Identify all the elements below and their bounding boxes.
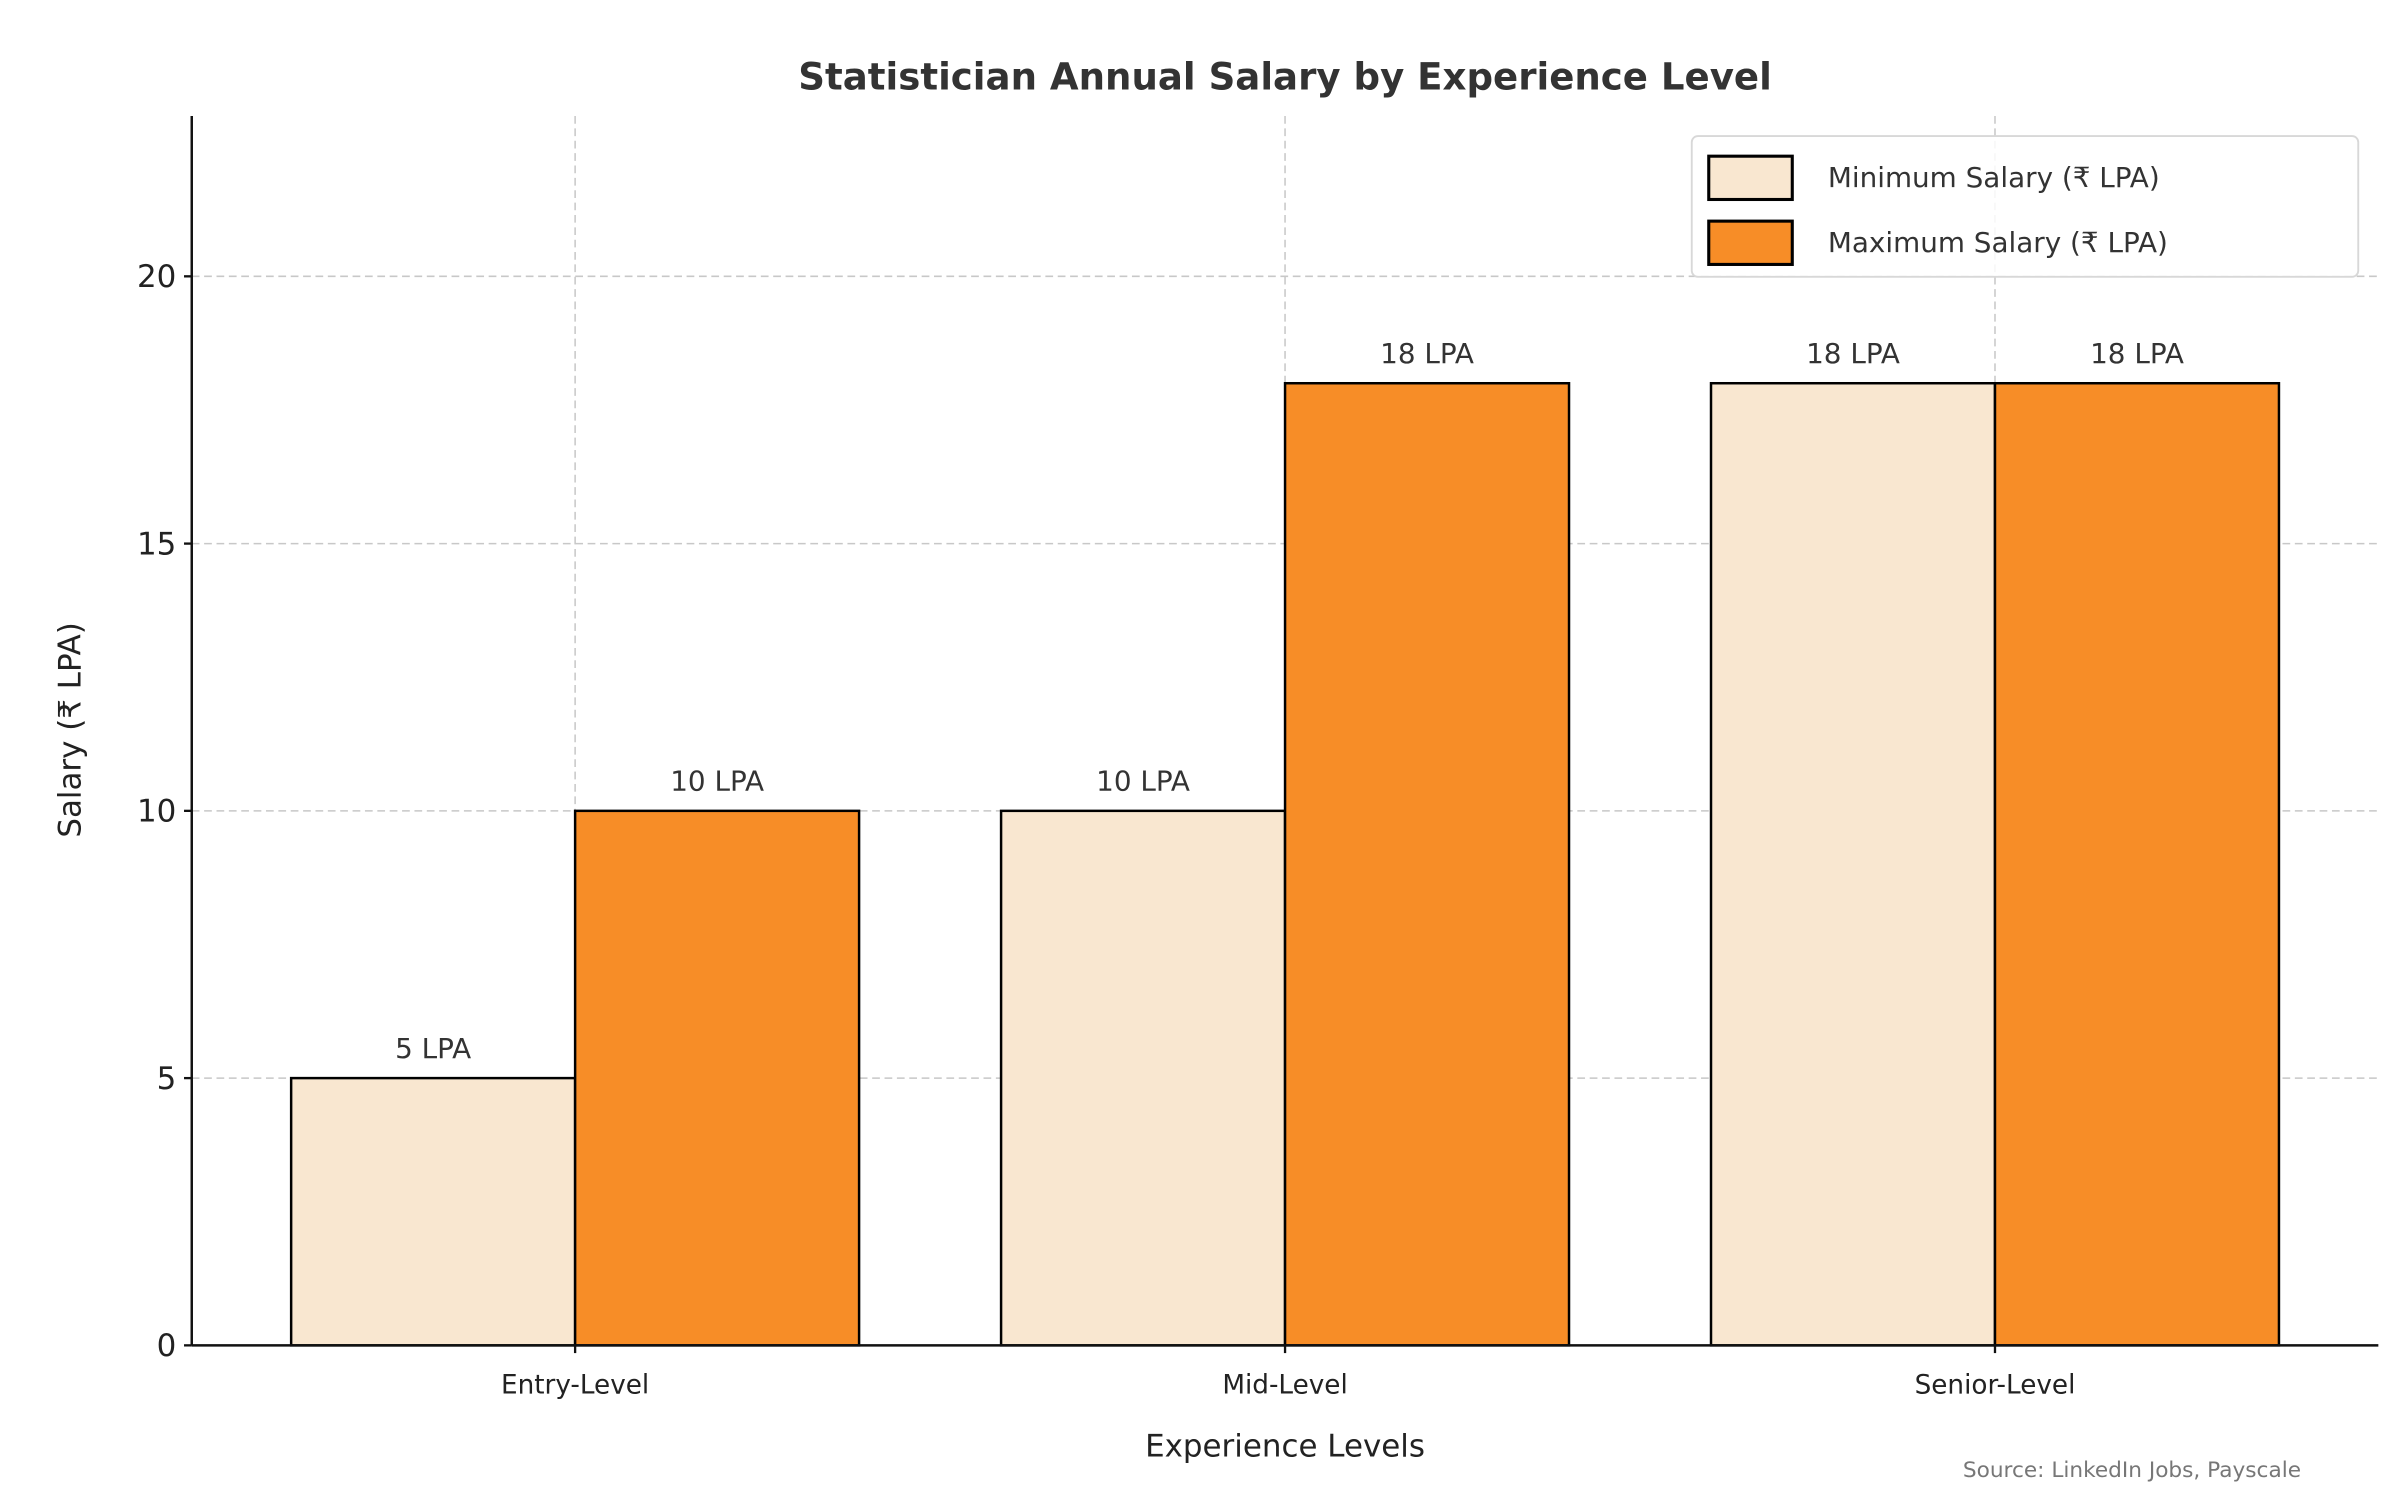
y-axis-label: Salary (₹ LPA) (52, 622, 88, 838)
bar-value-label: 18 LPA (1380, 337, 1474, 370)
ticks: 0 5 10 15 20 Entry-Level Mid-Level Senior-Level (137, 259, 2075, 1400)
legend-label-minimum: Minimum Salary (₹ LPA) (1828, 161, 2160, 194)
bar-maximum (1283, 381, 1571, 1347)
bars (289, 381, 2281, 1347)
x-tick-label: Entry-Level (501, 1370, 649, 1400)
bar-value-label: 10 LPA (1096, 765, 1190, 798)
bar-maximum (1993, 381, 2281, 1347)
legend-swatch-maximum (1707, 219, 1794, 266)
x-axis-label: Experience Levels (1145, 1429, 1425, 1465)
legend[interactable]: Minimum Salary (₹ LPA) Maximum Salary (₹… (1690, 135, 2360, 278)
source-note: Source: LinkedIn Jobs, Payscale (1963, 1458, 2301, 1483)
y-tick-label: 0 (157, 1328, 177, 1364)
x-tick-label: Mid-Level (1222, 1370, 1347, 1400)
legend-swatch-minimum (1707, 154, 1794, 202)
bar-minimum (289, 1076, 577, 1347)
bar-value-label: 5 LPA (395, 1032, 471, 1065)
bar-minimum (1709, 381, 1997, 1347)
bar-maximum (573, 809, 861, 1347)
bar-value-label: 10 LPA (670, 765, 764, 798)
bar-labels: 5 LPA 10 LPA 18 LPA 10 LPA 18 LPA 18 LPA (395, 337, 2184, 1065)
y-tick-label: 10 (137, 794, 176, 830)
y-tick-label: 5 (157, 1061, 177, 1097)
legend-frame (1690, 135, 2360, 278)
y-tick-label: 20 (137, 259, 176, 295)
bar-value-label: 18 LPA (1806, 337, 1900, 370)
chart-title: Statistician Annual Salary by Experience… (798, 56, 1772, 99)
x-tick-label: Senior-Level (1915, 1370, 2076, 1400)
bar-value-label: 18 LPA (2090, 337, 2184, 370)
legend-label-maximum: Maximum Salary (₹ LPA) (1828, 226, 2168, 259)
bar-minimum (999, 809, 1287, 1347)
y-tick-label: 15 (137, 526, 176, 562)
